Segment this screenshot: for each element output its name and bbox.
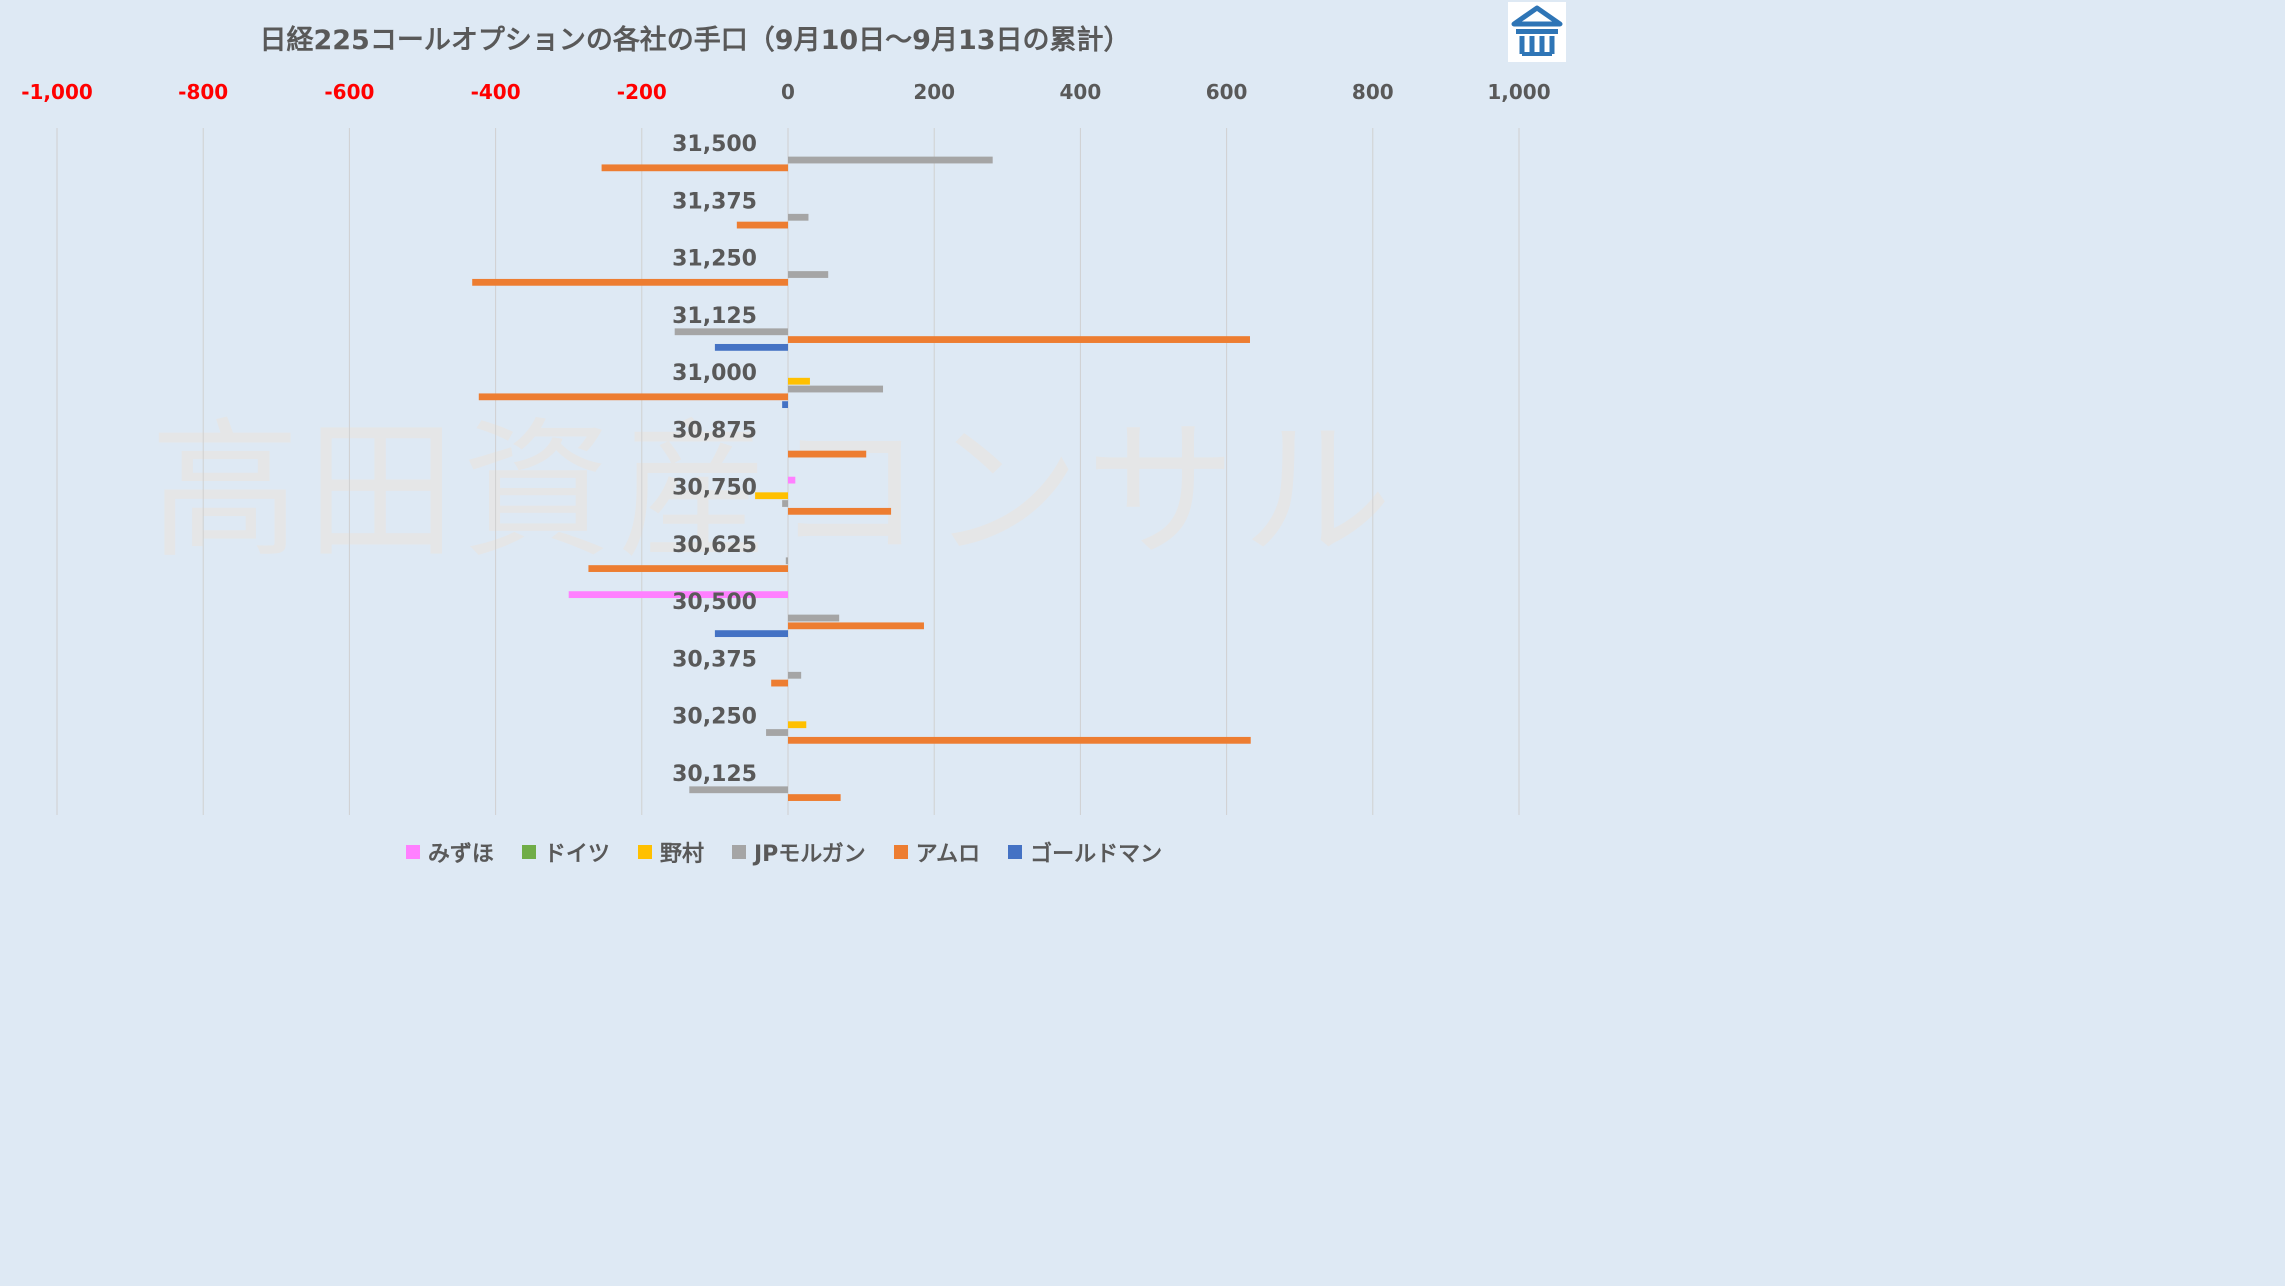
legend-item: アムロ <box>893 836 981 868</box>
bar <box>788 614 840 622</box>
x-tick-label: 800 <box>1352 80 1394 104</box>
legend-swatch <box>893 845 908 859</box>
category-label: 31,375 <box>672 189 757 214</box>
x-tick-label: 0 <box>781 80 795 104</box>
x-tick-label: 200 <box>913 80 955 104</box>
category-labels: 31,500 31,375 31,250 31,125 31,000 30,875 30,7… <box>672 132 757 787</box>
bar <box>788 507 892 515</box>
bar <box>788 271 829 278</box>
bar <box>788 794 841 801</box>
chart-title: 日経225コールオプションの各社の手口（9月10日〜9月13日の累計） <box>259 25 1131 56</box>
x-tick-label: -600 <box>324 80 374 104</box>
bar <box>788 671 802 679</box>
bar <box>601 164 788 172</box>
x-tick-label: -800 <box>178 80 228 104</box>
legend-swatch <box>1008 845 1023 859</box>
bar <box>788 622 924 630</box>
category-label: 31,125 <box>672 304 757 329</box>
bar <box>674 328 788 336</box>
bar <box>788 213 809 221</box>
category-label: 31,000 <box>672 361 757 386</box>
building-logo-icon <box>1508 2 1566 62</box>
category-label: 31,500 <box>672 132 757 157</box>
bar <box>478 393 788 401</box>
category-label: 30,750 <box>672 476 757 501</box>
x-tick-label: -1,000 <box>21 80 93 104</box>
category-label: 30,875 <box>672 418 757 443</box>
legend-item: ゴールドマン <box>1008 836 1162 868</box>
legend-swatch <box>521 845 536 859</box>
category-label: 30,375 <box>672 647 757 672</box>
bar <box>755 492 788 500</box>
legend-label: JPモルガン <box>753 842 866 867</box>
legend-label: ゴールドマン <box>1030 842 1163 867</box>
legend-label: みずほ <box>427 842 494 867</box>
legend-item: ドイツ <box>521 836 610 868</box>
watermark: 高田資産コンサル <box>150 405 1399 579</box>
x-axis-ticks: -1,000 -800 -600 -400 -200 0 200 400 600 800 1,000 <box>21 80 1550 104</box>
legend-label: ドイツ <box>543 842 610 867</box>
bar <box>736 221 788 229</box>
bar <box>788 385 884 393</box>
bar <box>785 557 788 565</box>
category-label: 30,250 <box>672 705 757 730</box>
x-tick-label: 600 <box>1206 80 1248 104</box>
bar <box>788 736 1251 744</box>
legend-label: アムロ <box>915 842 981 867</box>
legend-swatch <box>731 845 746 859</box>
bars <box>472 156 1251 801</box>
category-label: 30,500 <box>672 590 757 615</box>
category-label: 31,250 <box>672 247 757 272</box>
x-tick-label: 400 <box>1060 80 1102 104</box>
x-tick-label: -400 <box>471 80 521 104</box>
bar <box>788 336 1250 343</box>
x-tick-label: 1,000 <box>1487 80 1550 104</box>
bar <box>788 156 993 164</box>
bar <box>788 450 867 458</box>
bar <box>714 343 788 351</box>
bar <box>568 591 788 599</box>
category-label: 30,125 <box>672 762 757 787</box>
bar <box>782 401 788 409</box>
x-tick-label: -200 <box>617 80 667 104</box>
bar <box>714 630 788 638</box>
chart-canvas: { "chart_data": { "type": "bar", "orient… <box>0 0 1568 882</box>
bar <box>472 278 788 286</box>
bar <box>788 721 807 729</box>
grid-lines <box>56 128 1520 815</box>
legend-label: 野村 <box>659 842 704 867</box>
bar <box>788 377 810 385</box>
legend-item: みずほ <box>405 836 494 868</box>
bar <box>782 500 788 507</box>
bar <box>788 476 796 484</box>
bar <box>689 786 788 794</box>
bar-plot: -1,000 -800 -600 -400 -200 0 200 400 600 800 1,000… <box>21 80 1551 815</box>
bar <box>588 565 788 572</box>
bar <box>771 679 788 687</box>
legend-swatch <box>637 845 652 859</box>
legend-item: JPモルガン <box>731 836 866 868</box>
legend-item: 野村 <box>637 836 704 868</box>
legend-swatch <box>405 845 420 859</box>
legend: みずほ ドイツ 野村 JPモルガン アムロ ゴールドマン <box>0 836 1568 868</box>
bar <box>766 729 788 736</box>
category-label: 30,625 <box>672 533 757 558</box>
